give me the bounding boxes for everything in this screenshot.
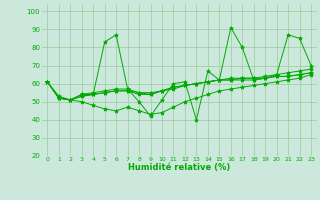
X-axis label: Humidité relative (%): Humidité relative (%) — [128, 163, 230, 172]
